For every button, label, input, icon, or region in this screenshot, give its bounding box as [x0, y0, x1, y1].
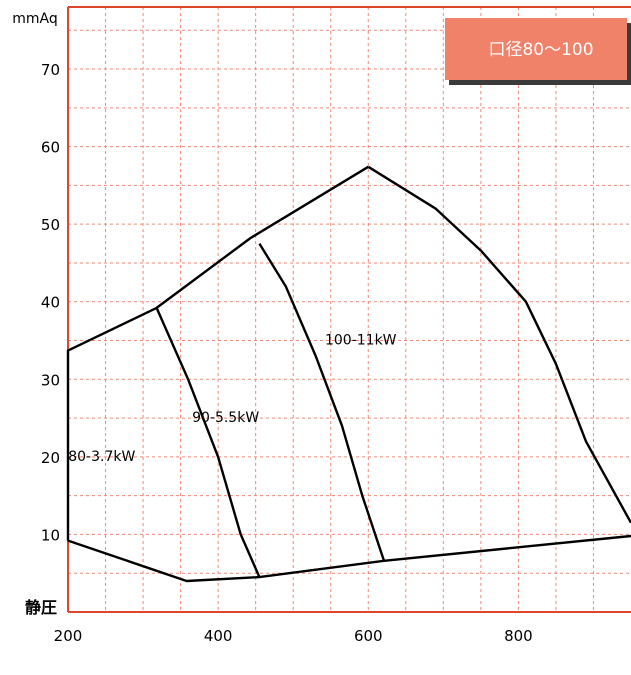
- performance-curves: 80-3.7kW 90-5.5kW 100-11kW: [66, 165, 631, 583]
- tick-labels: 10 20 30 40 50 60 70 200 400 600 800: [41, 61, 533, 645]
- y-tick-label: 40: [41, 294, 60, 312]
- x-tick-label: 800: [504, 627, 533, 645]
- y-tick-label: 70: [41, 61, 60, 79]
- y-tick-label: 10: [41, 526, 60, 544]
- y-tick-label: 30: [41, 371, 60, 389]
- y-tick-label: 20: [41, 449, 60, 467]
- x-tick-label: 600: [354, 627, 383, 645]
- legend: 口径80～100: [445, 18, 631, 85]
- curve-line-4: [258, 242, 386, 562]
- curve-line-2: [67, 534, 631, 583]
- region-label: 90-5.5kW: [192, 410, 259, 426]
- region-label: 80-3.7kW: [68, 449, 135, 465]
- x-tick-label: 400: [204, 627, 233, 645]
- legend-box: [445, 18, 627, 80]
- y-tick-label: 50: [41, 216, 60, 234]
- curve-line-3: [155, 307, 261, 578]
- corner-label: 静圧: [25, 598, 57, 617]
- x-tick-label: 200: [54, 627, 83, 645]
- legend-label: 口径80～100: [488, 40, 593, 60]
- y-tick-label: 60: [41, 139, 60, 157]
- y-axis-unit-label: mmAq: [12, 11, 58, 27]
- curve-line-5: [367, 165, 631, 524]
- curve-line-1: [66, 165, 369, 541]
- region-label: 100-11kW: [325, 332, 397, 348]
